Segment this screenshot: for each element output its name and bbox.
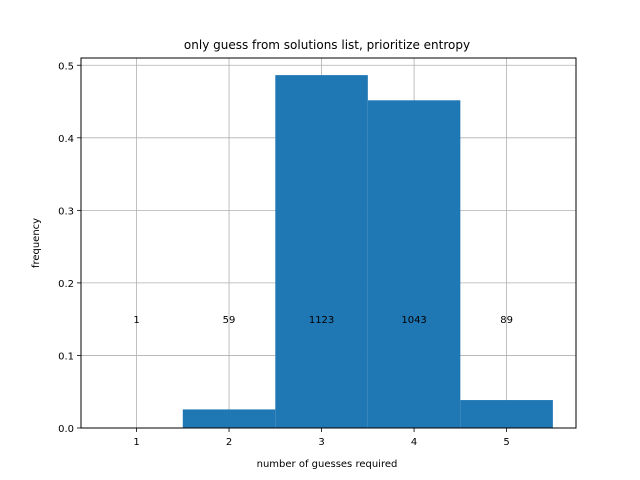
x-tick-label: 5 xyxy=(503,437,509,448)
x-tick-label: 2 xyxy=(226,437,232,448)
x-tick-label: 1 xyxy=(133,437,139,448)
bar-count-label: 89 xyxy=(500,315,513,326)
y-tick-label: 0.0 xyxy=(58,424,74,435)
bar xyxy=(460,400,553,428)
x-tick-label: 4 xyxy=(411,437,417,448)
y-axis-title: frequency xyxy=(31,218,42,268)
y-tick-label: 0.1 xyxy=(58,351,74,362)
y-axis-ticks: 0.0 0.1 0.2 0.3 0.4 0.5 xyxy=(58,61,81,435)
bar-count-labels: 1 59 1123 1043 89 xyxy=(133,315,513,326)
bar xyxy=(275,75,368,428)
y-tick-label: 0.5 xyxy=(58,61,74,72)
bar-count-label: 1123 xyxy=(309,315,334,326)
x-axis-ticks: 1 2 3 4 5 xyxy=(133,428,510,448)
x-axis-title: number of guesses required xyxy=(257,459,398,470)
bar-count-label: 1 xyxy=(133,315,139,326)
plot-frame xyxy=(80,57,577,429)
bar-count-label: 59 xyxy=(223,315,236,326)
bar-count-label: 1043 xyxy=(401,315,426,326)
y-tick-label: 0.2 xyxy=(58,279,74,290)
y-tick-label: 0.4 xyxy=(58,134,74,145)
bar xyxy=(367,100,461,428)
y-tick-label: 0.3 xyxy=(58,206,74,217)
bars xyxy=(90,75,553,428)
chart-title: only guess from solutions list, prioriti… xyxy=(184,38,470,52)
x-tick-label: 3 xyxy=(318,437,324,448)
bar xyxy=(182,409,276,428)
